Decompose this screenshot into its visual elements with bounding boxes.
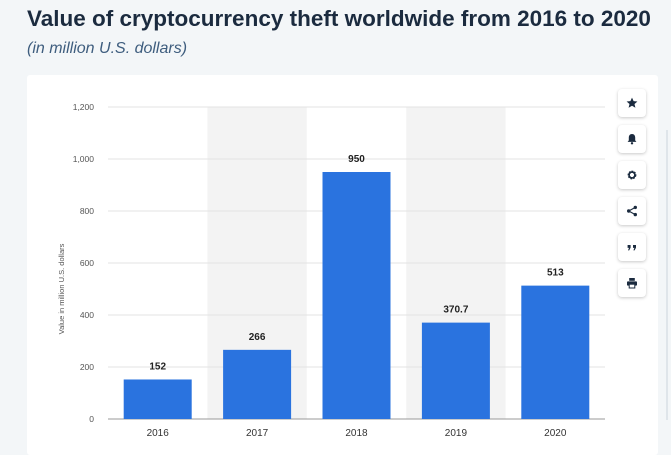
y-tick-label: 400 bbox=[80, 310, 94, 320]
bar-value-label: 513 bbox=[547, 268, 564, 279]
chart-card: 0 200 400 600 800 1,000 1,200 152 266 950 370.7 51… bbox=[27, 75, 658, 455]
y-tick-label: 1,000 bbox=[73, 154, 95, 164]
share-button[interactable] bbox=[618, 197, 646, 225]
side-panel-edge bbox=[666, 130, 668, 420]
bar-value-label: 266 bbox=[249, 332, 266, 343]
y-tick-label: 1,200 bbox=[73, 102, 95, 112]
x-tick-label: 2017 bbox=[246, 428, 269, 439]
y-tick-label: 200 bbox=[80, 362, 94, 372]
page-title: Value of cryptocurrency theft worldwide … bbox=[27, 6, 651, 31]
bar[interactable] bbox=[421, 322, 490, 419]
bar-value-label: 370.7 bbox=[443, 305, 468, 316]
y-tick-label: 0 bbox=[89, 414, 94, 424]
x-tick-label: 2018 bbox=[345, 428, 368, 439]
bar-value-label: 152 bbox=[149, 361, 166, 372]
x-tick-label: 2019 bbox=[445, 428, 468, 439]
settings-button[interactable] bbox=[618, 161, 646, 189]
star-icon bbox=[626, 97, 638, 108]
bar[interactable] bbox=[322, 172, 391, 419]
bar[interactable] bbox=[223, 349, 292, 419]
gear-icon bbox=[627, 170, 637, 180]
x-tick-label: 2016 bbox=[147, 428, 170, 439]
x-tick-label: 2020 bbox=[544, 428, 567, 439]
chart-toolbar bbox=[618, 89, 646, 305]
y-tick-label: 800 bbox=[80, 206, 94, 216]
favorite-button[interactable] bbox=[618, 89, 646, 117]
quote-icon bbox=[627, 245, 636, 251]
cite-button[interactable] bbox=[618, 233, 646, 261]
print-button[interactable] bbox=[618, 269, 646, 297]
bar[interactable] bbox=[521, 285, 590, 419]
page-subtitle: (in million U.S. dollars) bbox=[27, 40, 188, 57]
bar-value-label: 950 bbox=[348, 154, 365, 165]
print-icon bbox=[627, 278, 637, 289]
notification-button[interactable] bbox=[618, 125, 646, 153]
bar-chart: 0 200 400 600 800 1,000 1,200 152 266 950 370.7 51… bbox=[57, 102, 605, 439]
bar[interactable] bbox=[123, 379, 192, 419]
bell-icon bbox=[627, 134, 637, 145]
share-icon bbox=[627, 205, 637, 217]
y-axis-label: Value in million U.S. dollars bbox=[57, 243, 66, 334]
y-tick-label: 600 bbox=[80, 258, 94, 268]
